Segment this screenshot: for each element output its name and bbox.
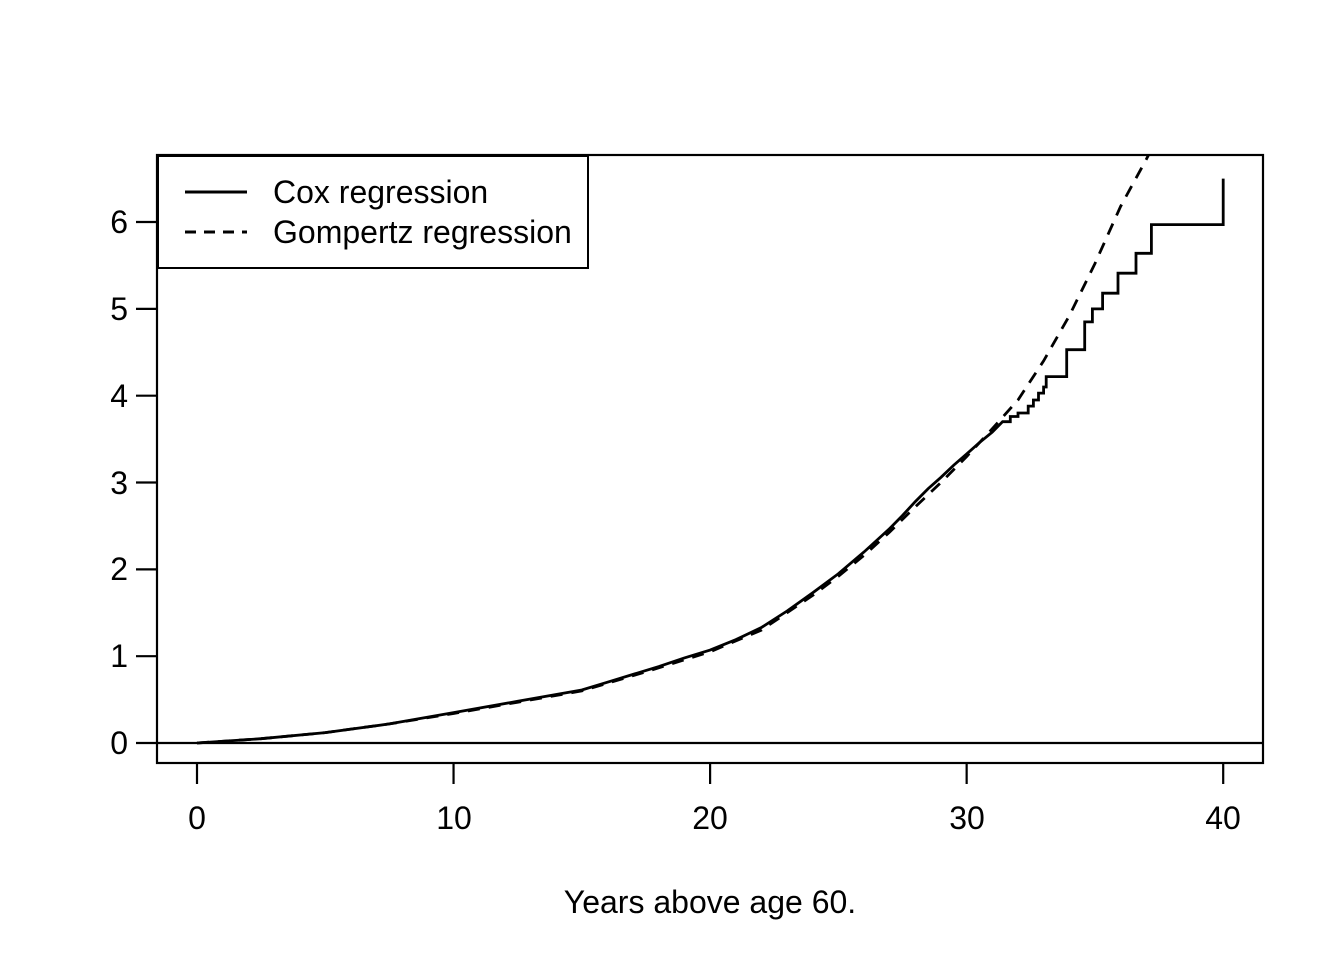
y-tick-label-4: 4 xyxy=(110,378,128,414)
x-tick-label-40: 40 xyxy=(1205,800,1241,836)
y-tick-label-1: 1 xyxy=(110,638,128,674)
legend-label-gompertz: Gompertz regression xyxy=(273,214,572,250)
plot-box xyxy=(155,153,1265,765)
x-tick-label-10: 10 xyxy=(436,800,472,836)
gompertz-regression-curve xyxy=(196,155,1151,745)
x-tick-label-0: 0 xyxy=(188,800,206,836)
solid-line-icon xyxy=(185,190,247,194)
x-axis-title: Years above age 60. xyxy=(563,884,857,920)
y-tick-label-6: 6 xyxy=(110,204,128,240)
y-tick-label-2: 2 xyxy=(110,551,128,587)
x-tick-label-20: 20 xyxy=(692,800,728,836)
dashed-line-icon xyxy=(185,230,247,234)
legend-label-cox: Cox regression xyxy=(273,174,489,210)
legend: Cox regression Gompertz regression xyxy=(157,155,589,269)
cox-regression-curve xyxy=(196,178,1225,745)
x-tick-label-30: 30 xyxy=(949,800,985,836)
legend-entry-gompertz: Gompertz regression xyxy=(185,212,587,252)
y-tick-label-3: 3 xyxy=(110,465,128,501)
legend-entry-cox: Cox regression xyxy=(185,172,587,212)
y-tick-label-5: 5 xyxy=(110,291,128,327)
y-tick-label-0: 0 xyxy=(110,725,128,761)
